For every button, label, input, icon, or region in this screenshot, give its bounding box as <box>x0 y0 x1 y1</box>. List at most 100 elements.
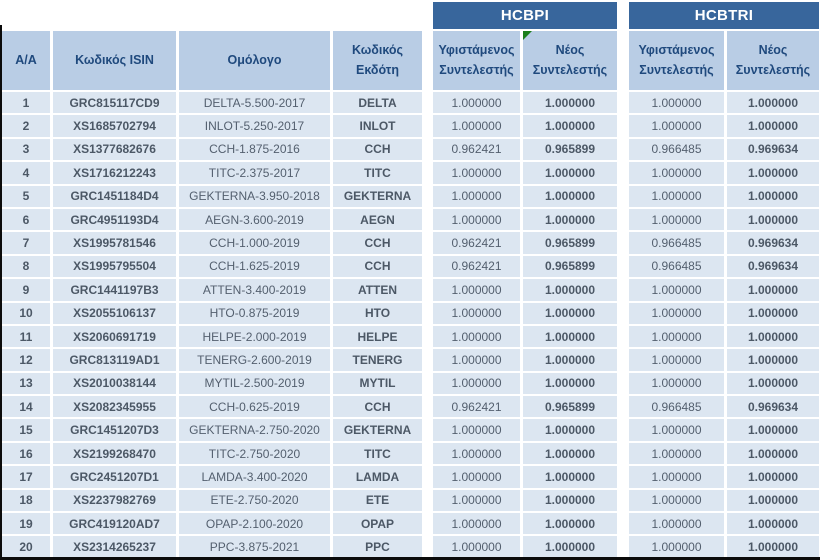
cell-hcbpi-existing[interactable]: 1.000000 <box>433 302 520 324</box>
cell-aa[interactable]: 15 <box>2 419 50 441</box>
cell-isin[interactable]: XS2237982769 <box>53 489 176 512</box>
cell-hcbpi-new[interactable]: 1.000000 <box>523 279 617 301</box>
cell-issuer[interactable]: LAMDA <box>333 466 422 488</box>
cell-issuer[interactable]: TITC <box>333 162 422 184</box>
cell-aa[interactable]: 4 <box>2 162 50 184</box>
cell-isin[interactable]: GRC813119AD1 <box>53 349 176 371</box>
cell-aa[interactable]: 11 <box>2 325 50 348</box>
cell-issuer[interactable]: ETE <box>333 489 422 512</box>
cell-hcbpi-new[interactable]: 1.000000 <box>523 419 617 441</box>
cell-issuer[interactable]: TENERG <box>333 349 422 371</box>
cell-hcbtri-existing[interactable]: 0.966485 <box>629 396 724 418</box>
column-header-hcbpi-new[interactable]: Νέος Συντελεστής <box>523 31 617 90</box>
cell-aa[interactable]: 1 <box>2 92 50 114</box>
cell-hcbpi-new[interactable]: 1.000000 <box>523 302 617 324</box>
cell-hcbtri-existing[interactable]: 1.000000 <box>629 466 724 488</box>
cell-hcbtri-existing[interactable]: 1.000000 <box>629 419 724 441</box>
cell-hcbpi-new[interactable]: 1.000000 <box>523 185 617 207</box>
cell-hcbtri-new[interactable]: 1.000000 <box>727 302 819 324</box>
cell-issuer[interactable]: CCH <box>333 396 422 418</box>
cell-hcbpi-existing[interactable]: 1.000000 <box>433 279 520 301</box>
cell-bond[interactable]: GEKTERNA-3.950-2018 <box>179 185 330 207</box>
cell-hcbtri-new[interactable]: 1.000000 <box>727 115 819 137</box>
column-header-hcbpi-existing[interactable]: Υφιστάμενος Συντελεστής <box>433 31 520 90</box>
cell-hcbtri-existing[interactable]: 1.000000 <box>629 536 724 558</box>
cell-hcbtri-new[interactable]: 1.000000 <box>727 162 819 184</box>
cell-bond[interactable]: TITC-2.375-2017 <box>179 162 330 184</box>
cell-hcbtri-new[interactable]: 1.000000 <box>727 185 819 207</box>
cell-bond[interactable]: GEKTERNA-2.750-2020 <box>179 419 330 441</box>
cell-aa[interactable]: 14 <box>2 396 50 418</box>
cell-bond[interactable]: ATTEN-3.400-2019 <box>179 279 330 301</box>
cell-hcbtri-new[interactable]: 1.000000 <box>727 536 819 558</box>
cell-hcbpi-new[interactable]: 1.000000 <box>523 115 617 137</box>
cell-hcbtri-existing[interactable]: 1.000000 <box>629 279 724 301</box>
cell-issuer[interactable]: CCH <box>333 255 422 278</box>
cell-hcbtri-new[interactable]: 1.000000 <box>727 325 819 348</box>
cell-hcbpi-existing[interactable]: 1.000000 <box>433 162 520 184</box>
cell-bond[interactable]: CCH-1.875-2016 <box>179 138 330 161</box>
cell-hcbtri-new[interactable]: 0.969634 <box>727 255 819 278</box>
cell-bond[interactable]: CCH-1.625-2019 <box>179 255 330 278</box>
cell-hcbpi-new[interactable]: 1.000000 <box>523 325 617 348</box>
cell-issuer[interactable]: OPAP <box>333 513 422 535</box>
cell-hcbtri-new[interactable]: 1.000000 <box>727 92 819 114</box>
cell-hcbpi-existing[interactable]: 1.000000 <box>433 489 520 512</box>
cell-hcbpi-existing[interactable]: 0.962421 <box>433 138 520 161</box>
cell-hcbtri-existing[interactable]: 1.000000 <box>629 208 724 231</box>
cell-hcbtri-new[interactable]: 0.969634 <box>727 232 819 254</box>
cell-aa[interactable]: 5 <box>2 185 50 207</box>
column-header-hcbtri-new[interactable]: Νέος Συντελεστής <box>727 31 819 90</box>
cell-isin[interactable]: XS2199268470 <box>53 442 176 465</box>
cell-hcbtri-existing[interactable]: 1.000000 <box>629 513 724 535</box>
cell-hcbpi-existing[interactable]: 1.000000 <box>433 536 520 558</box>
column-header-issuer[interactable]: Κωδικός Εκδότη <box>333 31 422 90</box>
cell-hcbpi-new[interactable]: 1.000000 <box>523 489 617 512</box>
cell-hcbtri-existing[interactable]: 1.000000 <box>629 115 724 137</box>
cell-issuer[interactable]: MYTIL <box>333 372 422 395</box>
cell-hcbpi-existing[interactable]: 1.000000 <box>433 466 520 488</box>
cell-aa[interactable]: 6 <box>2 208 50 231</box>
cell-hcbpi-new[interactable]: 1.000000 <box>523 208 617 231</box>
cell-isin[interactable]: GRC1451207D3 <box>53 419 176 441</box>
cell-bond[interactable]: LAMDA-3.400-2020 <box>179 466 330 488</box>
cell-bond[interactable]: PPC-3.875-2021 <box>179 536 330 558</box>
cell-hcbpi-new[interactable]: 1.000000 <box>523 92 617 114</box>
cell-bond[interactable]: INLOT-5.250-2017 <box>179 115 330 137</box>
cell-hcbtri-new[interactable]: 1.000000 <box>727 419 819 441</box>
cell-hcbtri-existing[interactable]: 1.000000 <box>629 372 724 395</box>
cell-hcbpi-existing[interactable]: 1.000000 <box>433 92 520 114</box>
cell-isin[interactable]: XS2082345955 <box>53 396 176 418</box>
cell-bond[interactable]: TENERG-2.600-2019 <box>179 349 330 371</box>
column-header-bond[interactable]: Ομόλογο <box>179 31 330 90</box>
cell-hcbtri-new[interactable]: 1.000000 <box>727 442 819 465</box>
cell-hcbtri-new[interactable]: 0.969634 <box>727 138 819 161</box>
cell-hcbpi-new[interactable]: 1.000000 <box>523 536 617 558</box>
cell-hcbtri-existing[interactable]: 1.000000 <box>629 325 724 348</box>
cell-hcbtri-existing[interactable]: 0.966485 <box>629 138 724 161</box>
cell-bond[interactable]: AEGN-3.600-2019 <box>179 208 330 231</box>
cell-aa[interactable]: 8 <box>2 255 50 278</box>
cell-bond[interactable]: CCH-0.625-2019 <box>179 396 330 418</box>
cell-hcbpi-existing[interactable]: 1.000000 <box>433 185 520 207</box>
cell-hcbpi-new[interactable]: 0.965899 <box>523 396 617 418</box>
cell-issuer[interactable]: ATTEN <box>333 279 422 301</box>
cell-isin[interactable]: XS1685702794 <box>53 115 176 137</box>
cell-hcbpi-existing[interactable]: 1.000000 <box>433 419 520 441</box>
cell-isin[interactable]: GRC2451207D1 <box>53 466 176 488</box>
cell-issuer[interactable]: PPC <box>333 536 422 558</box>
cell-bond[interactable]: OPAP-2.100-2020 <box>179 513 330 535</box>
cell-hcbpi-existing[interactable]: 1.000000 <box>433 208 520 231</box>
cell-isin[interactable]: XS1995781546 <box>53 232 176 254</box>
cell-isin[interactable]: XS1995795504 <box>53 255 176 278</box>
cell-isin[interactable]: XS2060691719 <box>53 325 176 348</box>
cell-aa[interactable]: 3 <box>2 138 50 161</box>
cell-isin[interactable]: GRC1451184D4 <box>53 185 176 207</box>
cell-issuer[interactable]: GEKTERNA <box>333 419 422 441</box>
column-header-isin[interactable]: Κωδικός ISIN <box>53 31 176 90</box>
cell-issuer[interactable]: HELPE <box>333 325 422 348</box>
cell-aa[interactable]: 12 <box>2 349 50 371</box>
cell-hcbpi-existing[interactable]: 1.000000 <box>433 115 520 137</box>
cell-aa[interactable]: 19 <box>2 513 50 535</box>
cell-hcbpi-existing[interactable]: 0.962421 <box>433 232 520 254</box>
